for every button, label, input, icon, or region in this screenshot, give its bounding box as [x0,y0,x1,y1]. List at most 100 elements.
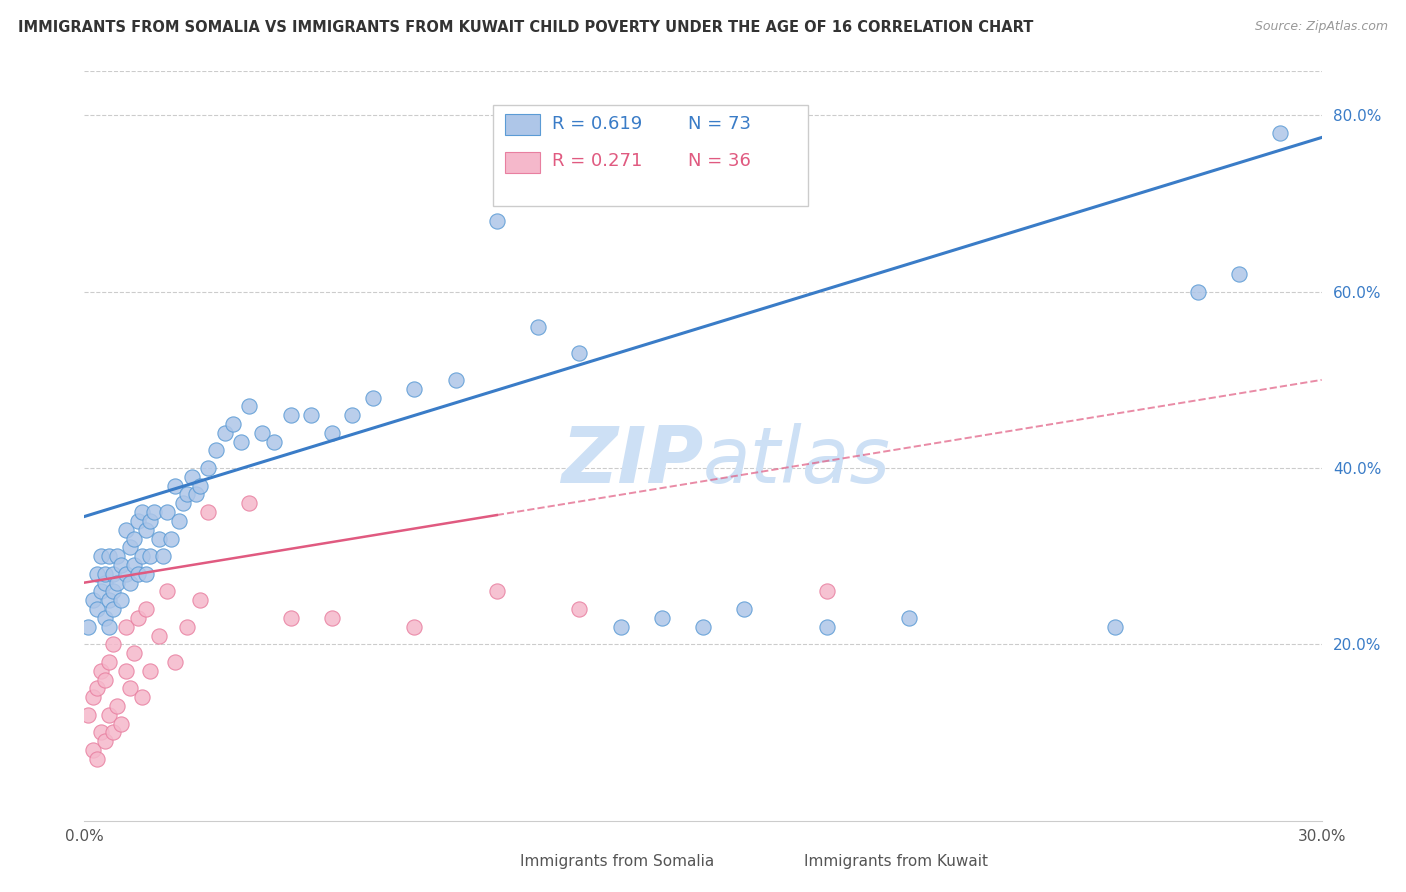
Point [98,549,121,564]
Point [361,391,384,405]
Point [1187,285,1209,299]
Point [651,611,673,625]
Point [94,734,117,748]
Text: N = 36: N = 36 [688,153,751,170]
Point [485,214,508,228]
Point [114,664,136,678]
Point [250,425,273,440]
Point [90,584,112,599]
Point [122,532,145,546]
Point [94,566,117,581]
Point [815,584,838,599]
Point [299,408,322,422]
Point [98,655,121,669]
Point [103,725,125,739]
FancyBboxPatch shape [492,105,808,206]
Point [263,434,285,449]
Point [105,575,128,590]
Point [135,566,157,581]
Point [176,620,198,634]
Point [139,549,162,564]
Point [176,487,198,501]
Point [342,408,364,422]
Text: Source: ZipAtlas.com: Source: ZipAtlas.com [1254,20,1388,33]
Point [214,425,236,440]
Point [90,725,112,739]
Point [122,646,145,660]
Point [404,382,426,396]
Point [222,417,245,431]
Point [692,620,714,634]
Point [77,707,100,722]
Point [156,584,179,599]
Point [110,593,132,607]
Point [143,505,166,519]
Point [139,664,162,678]
Point [86,752,108,766]
Point [98,593,121,607]
Point [172,496,194,510]
Point [94,673,117,687]
Point [197,505,219,519]
Point [90,549,112,564]
FancyBboxPatch shape [505,152,540,172]
Point [1270,126,1292,140]
Point [238,400,260,414]
Point [118,541,141,555]
Point [229,434,252,449]
Point [733,602,755,616]
Point [188,593,211,607]
Point [103,566,125,581]
Point [98,707,121,722]
Point [77,620,100,634]
Point [188,478,211,492]
Point [1227,267,1250,281]
Point [184,487,207,501]
Point [165,478,187,492]
Point [94,611,117,625]
Point [1104,620,1126,634]
Point [135,523,157,537]
Point [898,611,921,625]
FancyBboxPatch shape [505,114,540,135]
Point [110,716,132,731]
Point [114,620,136,634]
Text: R = 0.619: R = 0.619 [553,115,643,133]
Point [180,470,202,484]
Point [86,566,108,581]
Point [103,602,125,616]
Text: Immigrants from Somalia: Immigrants from Somalia [520,855,714,870]
Point [815,620,838,634]
Point [160,532,183,546]
Point [118,575,141,590]
Point [321,425,343,440]
Point [485,584,508,599]
Point [114,523,136,537]
Point [103,637,125,651]
Point [444,373,467,387]
Point [238,496,260,510]
Point [148,532,170,546]
Text: atlas: atlas [703,423,891,499]
Point [127,611,149,625]
Point [98,620,121,634]
Point [568,602,591,616]
FancyBboxPatch shape [481,855,508,871]
Point [86,602,108,616]
Point [152,549,174,564]
Point [280,408,302,422]
Point [105,699,128,714]
Point [82,690,104,705]
Point [280,611,302,625]
Point [118,681,141,696]
Text: ZIP: ZIP [561,423,703,499]
Point [90,664,112,678]
Point [131,505,153,519]
Point [131,549,153,564]
Point [114,566,136,581]
Point [167,514,190,528]
Point [527,320,550,334]
Point [156,505,179,519]
Point [110,558,132,572]
Point [568,346,591,360]
